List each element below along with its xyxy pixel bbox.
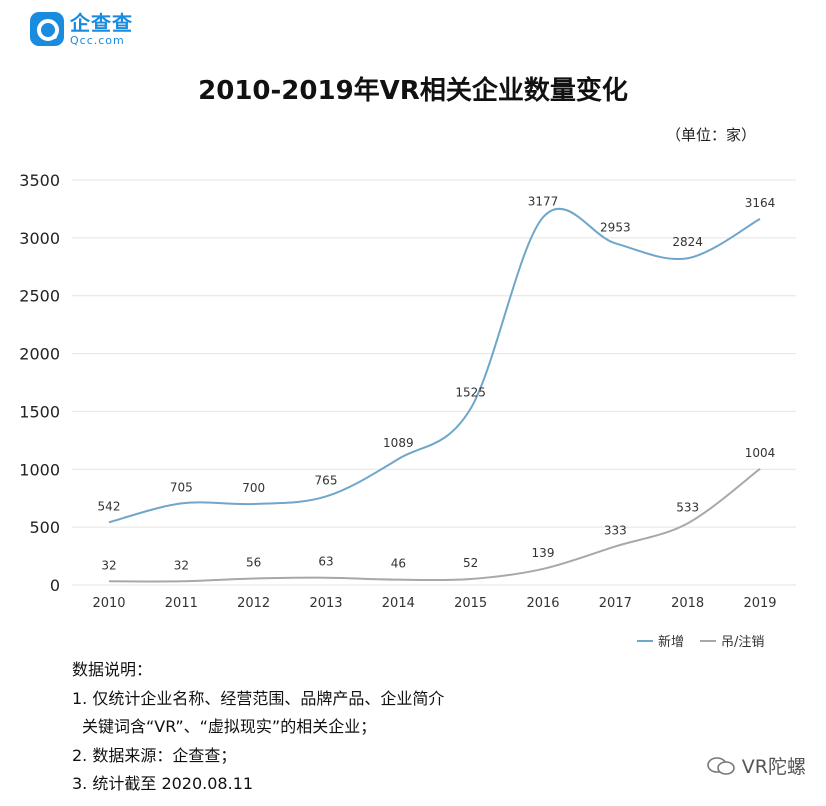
data-label-cancel: 533	[676, 500, 699, 514]
unit-label: （单位：家）	[665, 126, 756, 144]
note-line-3: 3. 统计截至 2020.08.11	[72, 774, 254, 793]
note-line-2: 2. 数据来源：企查查；	[72, 745, 237, 765]
legend-label-cancel: 吊/注销	[721, 635, 764, 650]
x-tick-label: 2015	[454, 596, 487, 611]
wechat-icon	[706, 756, 735, 775]
logo-domain: Qcc.com	[70, 33, 125, 47]
data-label-new: 3177	[528, 194, 559, 208]
qcc-logo: 企查查 Qcc.com	[30, 12, 133, 46]
data-label-new: 2824	[672, 235, 703, 249]
x-tick-label: 2014	[382, 596, 415, 611]
watermark-text: VR陀螺	[741, 756, 806, 778]
logo-name: 企查查	[70, 10, 133, 35]
data-label-cancel: 52	[463, 556, 478, 570]
x-tick-label: 2019	[743, 596, 776, 611]
data-label-new: 700	[242, 481, 265, 495]
note-line-1: 1. 仅统计企业名称、经营范围、品牌产品、企业简介	[72, 688, 445, 708]
x-tick-label: 2011	[165, 596, 198, 611]
series-line-new	[108, 208, 761, 524]
y-tick-label: 1000	[19, 460, 60, 479]
y-tick-label: 3500	[19, 171, 60, 190]
data-label-cancel: 32	[101, 558, 116, 572]
data-label-new: 705	[170, 480, 193, 494]
y-tick-label: 2500	[19, 287, 60, 306]
x-tick-label: 2013	[309, 596, 342, 611]
x-tick-label: 2016	[526, 596, 559, 611]
x-tick-label: 2010	[92, 596, 125, 611]
chart-title: 2010-2019年VR相关企业数量变化	[198, 76, 628, 106]
legend-label-new: 新增	[658, 634, 684, 650]
data-notes: 数据说明： 1. 仅统计企业名称、经营范围、品牌产品、企业简介 关键词含“VR”…	[72, 656, 444, 799]
data-label-cancel: 333	[604, 523, 627, 537]
y-tick-label: 0	[50, 576, 60, 595]
data-label-cancel: 139	[532, 546, 555, 560]
data-label-new: 2953	[600, 220, 631, 234]
data-label-cancel: 32	[174, 558, 189, 572]
data-label-new: 1525	[455, 386, 486, 400]
y-tick-label: 1500	[19, 402, 60, 421]
x-tick-label: 2017	[599, 596, 632, 611]
x-tick-label: 2018	[671, 596, 704, 611]
y-tick-label: 3000	[19, 229, 60, 248]
watermark: VR陀螺	[706, 752, 806, 779]
qcc-logo-icon	[30, 12, 64, 46]
data-label-cancel: 56	[246, 556, 261, 570]
data-label-new: 542	[98, 499, 121, 513]
data-label-new: 765	[315, 473, 338, 487]
y-tick-label: 500	[29, 518, 60, 537]
series-line-cancel	[108, 468, 761, 583]
data-label-new: 1089	[383, 436, 414, 450]
data-label-new: 3164	[745, 196, 776, 210]
data-label-cancel: 46	[391, 557, 406, 571]
x-tick-label: 2012	[237, 596, 270, 611]
y-tick-label: 2000	[19, 345, 60, 364]
note-line-1b: 关键词含“VR”、“虚拟现实”的相关企业；	[82, 717, 377, 736]
notes-heading: 数据说明：	[72, 660, 153, 679]
data-label-cancel: 1004	[745, 446, 776, 460]
data-label-cancel: 63	[318, 555, 333, 569]
